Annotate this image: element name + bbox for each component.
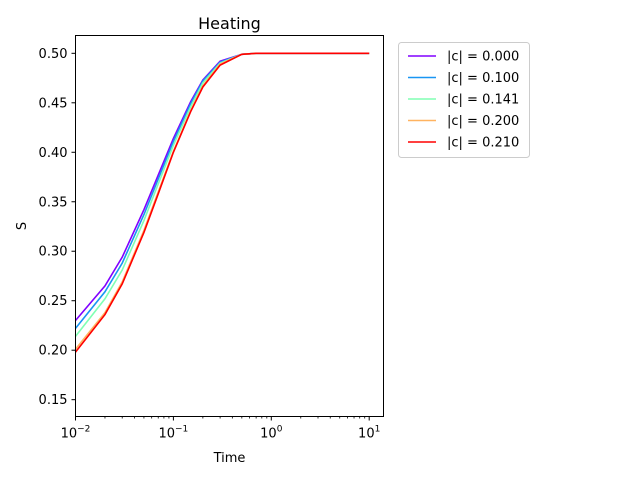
y-tick-label: 0.15 [39, 393, 68, 408]
legend-label-2: |c| = 0.100 [447, 71, 519, 86]
legend-label-4: |c| = 0.200 [447, 114, 519, 129]
y-axis-label: S [15, 222, 30, 230]
legend-box [398, 42, 530, 158]
legend-label-1: |c| = 0.000 [447, 50, 519, 65]
y-tick-label: 0.40 [39, 146, 68, 161]
plot-frame [75, 35, 384, 417]
series-line-1 [74, 52, 370, 322]
plot-area [74, 52, 370, 353]
y-tick-label: 0.45 [39, 96, 68, 111]
y-tick-label: 0.20 [39, 344, 68, 359]
y-tick-label: 0.30 [39, 245, 68, 260]
x-tick-label: 100 [260, 425, 283, 442]
y-tick-label: 0.50 [39, 47, 68, 62]
legend-label-3: |c| = 0.141 [447, 93, 519, 108]
x-axis: 10−2 10−1 100 101 [61, 416, 380, 442]
legend-label-5: |c| = 0.210 [447, 136, 519, 151]
chart-title: Heating [198, 14, 261, 33]
y-tick-label: 0.25 [39, 294, 68, 309]
x-tick-label: 101 [358, 425, 380, 442]
y-tick-label: 0.35 [39, 195, 68, 210]
series-line-4 [74, 52, 370, 350]
x-tick-label: 10−2 [61, 425, 91, 442]
legend: |c| = 0.000 |c| = 0.100 |c| = 0.141 |c| = 0… [398, 42, 530, 158]
series-line-5 [74, 52, 370, 353]
y-axis: 0.15 0.20 0.25 0.30 0.35 0.40 0.45 0.50 [39, 47, 76, 408]
series-line-3 [74, 52, 370, 337]
x-axis-label: Time [213, 451, 246, 466]
x-tick-label: 10−1 [158, 425, 188, 442]
